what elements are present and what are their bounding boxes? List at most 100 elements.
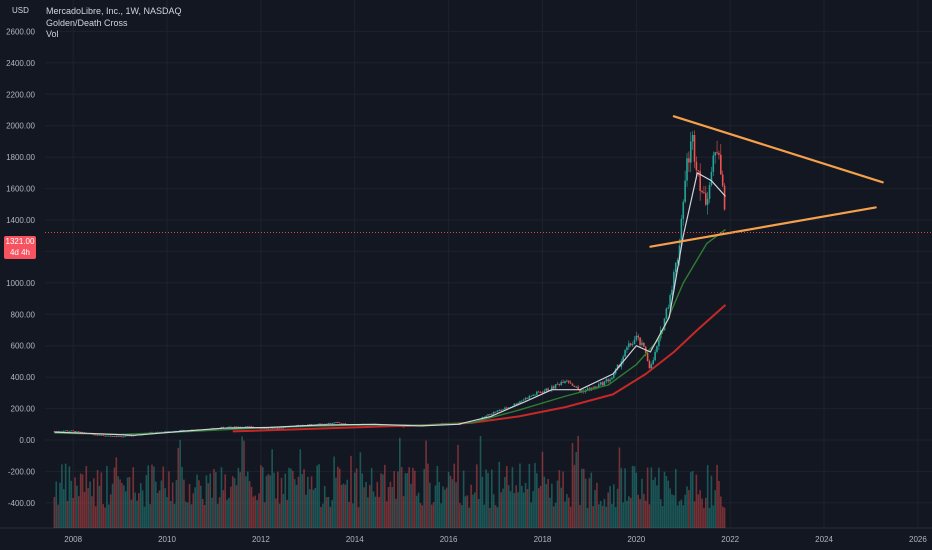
volume-bar bbox=[143, 506, 146, 528]
trendlines[interactable] bbox=[649, 115, 884, 248]
ma-fast-line bbox=[54, 172, 726, 436]
indicator-golden-death-cross[interactable]: Golden/Death Cross bbox=[46, 17, 128, 28]
volume-bar bbox=[216, 503, 219, 528]
volume-bar bbox=[532, 491, 534, 528]
candle-body bbox=[72, 430, 74, 432]
candle-body bbox=[693, 134, 696, 162]
indicator-volume[interactable]: Vol bbox=[46, 29, 59, 39]
volume-bar bbox=[483, 504, 486, 528]
candle-body bbox=[684, 180, 686, 202]
candle-body bbox=[342, 423, 345, 425]
volume-bar bbox=[124, 491, 127, 528]
volume-bar bbox=[447, 471, 450, 528]
volume-bar bbox=[708, 507, 711, 528]
volume-bar bbox=[149, 504, 151, 528]
candle-body bbox=[605, 379, 608, 382]
volume-bar bbox=[350, 455, 352, 528]
volume-bar bbox=[554, 502, 557, 528]
volume-bar bbox=[303, 469, 305, 528]
volume-bar bbox=[357, 507, 360, 528]
volume-bar bbox=[387, 487, 390, 528]
volume-bar bbox=[419, 503, 422, 528]
price-axis[interactable]: 2600.00 2400.00 2200.00 2000.00 1800.00 1600.… bbox=[6, 27, 35, 507]
time-axis[interactable]: 2008 2010 2012 2014 2016 2018 2020 2022 2024 2026 bbox=[64, 535, 927, 544]
volume-bar bbox=[449, 475, 452, 528]
candle-body bbox=[329, 423, 332, 424]
volume-bar bbox=[325, 497, 328, 528]
candle-body bbox=[96, 434, 99, 436]
price-tick-label: 2000.00 bbox=[6, 122, 35, 131]
volume-bar bbox=[265, 475, 268, 528]
candle-body bbox=[699, 171, 701, 191]
volume-bar bbox=[203, 504, 206, 528]
volume-bar bbox=[464, 496, 467, 528]
volume-bar bbox=[61, 464, 63, 528]
candle-body bbox=[539, 392, 542, 393]
candle-body bbox=[689, 141, 692, 163]
volume-bar bbox=[601, 505, 604, 528]
volume-bar bbox=[481, 476, 484, 528]
candle-body bbox=[654, 351, 656, 361]
candle-body bbox=[337, 422, 339, 423]
volume-bar bbox=[183, 479, 185, 528]
symbol-title[interactable]: MercadoLibre, Inc., 1W, NASDAQ bbox=[46, 6, 182, 16]
volume-bar bbox=[288, 467, 290, 528]
candle-body bbox=[524, 397, 527, 400]
candle-body bbox=[245, 426, 247, 428]
volume-bar bbox=[55, 481, 58, 528]
candle-body bbox=[575, 386, 578, 388]
volume-bar bbox=[423, 468, 426, 528]
volume-bar bbox=[579, 504, 581, 528]
candle-body bbox=[239, 426, 242, 428]
volume-bar bbox=[652, 480, 655, 528]
volume-bar bbox=[327, 496, 330, 528]
price-tick-label: 400.00 bbox=[11, 373, 36, 382]
volume-bar bbox=[648, 504, 651, 528]
volume-bar bbox=[141, 490, 144, 528]
volume-bar bbox=[85, 465, 88, 528]
volume-bar bbox=[498, 461, 501, 528]
volume-bar bbox=[399, 437, 401, 528]
volume-bar bbox=[562, 471, 564, 528]
volume-bar bbox=[511, 467, 514, 528]
volume-bar bbox=[699, 490, 701, 528]
volume-bar bbox=[312, 489, 315, 528]
volume-bar bbox=[308, 489, 311, 528]
candle-body bbox=[594, 386, 596, 389]
volume-bar bbox=[686, 486, 688, 528]
candle-body bbox=[513, 403, 516, 407]
volume-bar bbox=[230, 486, 232, 528]
volume-bar bbox=[470, 484, 472, 528]
candle-body bbox=[708, 184, 711, 199]
volume-bar bbox=[331, 500, 334, 528]
volume-bar bbox=[537, 488, 540, 528]
volume-bar bbox=[106, 466, 108, 528]
volume-bar bbox=[704, 497, 707, 528]
volume-bar bbox=[633, 466, 636, 528]
volume-bar bbox=[429, 482, 431, 528]
volume-bar bbox=[181, 466, 183, 528]
volume-bar bbox=[271, 449, 273, 528]
volume-bar bbox=[427, 463, 429, 528]
volume-bar bbox=[184, 501, 187, 528]
volume-bar bbox=[228, 497, 230, 528]
volume-bar bbox=[68, 466, 71, 528]
volume-bar bbox=[173, 503, 176, 528]
candle-body bbox=[691, 134, 694, 142]
candle-body bbox=[714, 152, 716, 156]
volume-bar bbox=[267, 474, 270, 528]
volume-bar bbox=[594, 490, 596, 528]
volume-bar bbox=[117, 476, 120, 528]
volume-bar bbox=[597, 504, 600, 528]
volume-bar bbox=[284, 473, 287, 528]
volume-bar bbox=[166, 497, 168, 528]
volume-bar bbox=[530, 502, 533, 528]
volume-bar bbox=[438, 482, 441, 528]
volume-bar bbox=[551, 483, 553, 528]
volume-bar bbox=[522, 492, 525, 528]
volume-bar bbox=[260, 465, 262, 528]
volume-bar bbox=[318, 464, 320, 528]
volume-bar bbox=[620, 468, 623, 528]
candle-body bbox=[402, 426, 405, 428]
